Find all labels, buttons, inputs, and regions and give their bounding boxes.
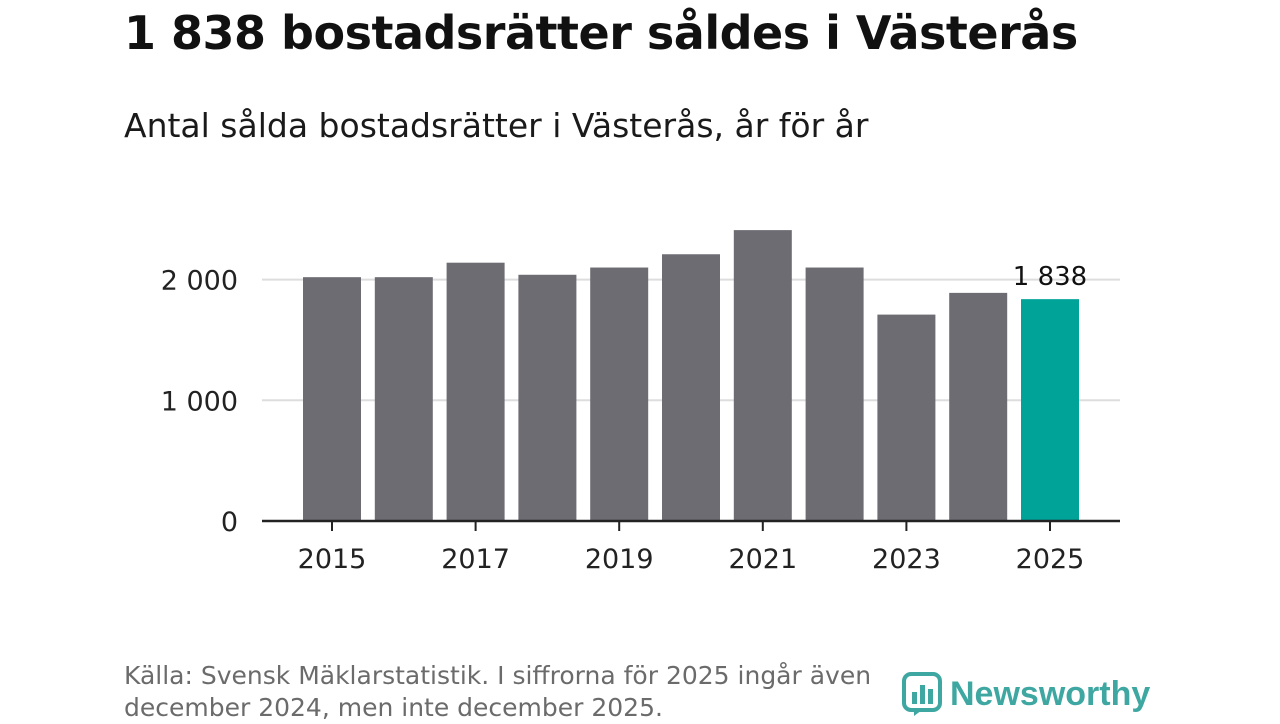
source-note: Källa: Svensk Mäklarstatistik. I siffror… (124, 661, 872, 722)
bar-2017 (446, 262, 505, 521)
bar-2021 (733, 230, 792, 521)
bar-2016 (374, 277, 433, 521)
y-tick-label: 0 (221, 507, 238, 538)
newsworthy-logo: Newsworthy (902, 668, 1150, 720)
bar-2020 (662, 254, 720, 522)
x-tick-label: 2017 (441, 544, 510, 575)
x-tick-label: 2019 (585, 544, 654, 575)
chart-title: 1 838 bostadsrätter såldes i Västerås (124, 6, 1078, 60)
x-tick-label: 2015 (298, 544, 367, 575)
logo-text: Newsworthy (950, 674, 1151, 713)
bar-highlight-2025 (1021, 299, 1079, 521)
y-tick-label: 1 000 (161, 386, 238, 417)
bar-2015 (303, 277, 361, 521)
bar-2018 (518, 274, 577, 521)
newsworthy-logo-icon (902, 672, 942, 716)
x-tick-label: 2025 (1016, 544, 1085, 575)
chart-subtitle: Antal sålda bostadsrätter i Västerås, år… (124, 106, 869, 145)
bar-2022 (805, 267, 864, 521)
bar-2019 (590, 267, 649, 521)
x-tick-label: 2023 (872, 544, 941, 575)
highlight-data-label: 1 838 (1013, 262, 1087, 292)
x-tick-label: 2021 (728, 544, 797, 575)
bar-2023 (877, 314, 936, 521)
y-tick-label: 2 000 (161, 266, 238, 297)
bar-2024 (949, 292, 1008, 521)
